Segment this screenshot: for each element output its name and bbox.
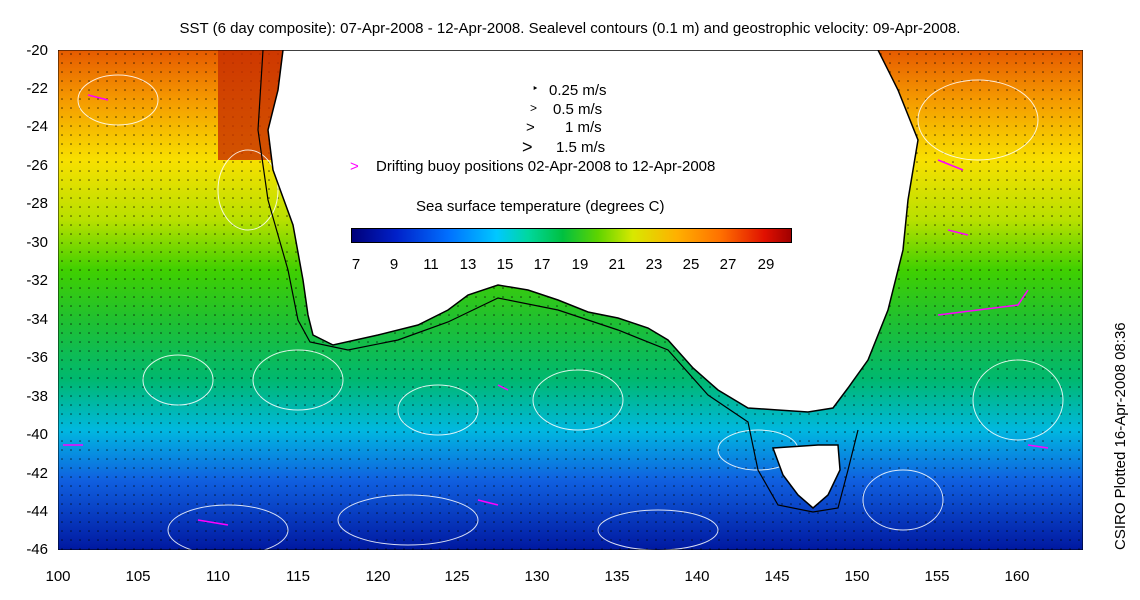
y-tick: -26 (26, 157, 48, 174)
y-tick: -20 (26, 42, 48, 59)
x-tick: 135 (604, 568, 630, 585)
arrow-icon: > (530, 101, 538, 115)
y-tick: -28 (26, 195, 48, 212)
y-tick: -40 (26, 426, 48, 443)
arrow-icon: > (526, 119, 535, 136)
colorbar-tick: 9 (389, 256, 399, 273)
colorbar-title: Sea surface temperature (degrees C) (416, 198, 665, 215)
x-tick: 155 (924, 568, 950, 585)
colorbar-tick: 21 (608, 256, 626, 273)
colorbar-tick: 11 (423, 256, 439, 273)
x-tick: 130 (524, 568, 550, 585)
y-tick: -36 (26, 349, 48, 366)
x-tick: 140 (684, 568, 710, 585)
velocity-label: 0.5 m/s (553, 101, 603, 118)
x-tick: 115 (286, 568, 310, 585)
y-tick: -42 (26, 465, 48, 482)
sealevel-contours (77, 74, 1064, 550)
y-tick: -24 (26, 118, 48, 135)
x-tick: 100 (45, 568, 71, 585)
colorbar-tick: 27 (719, 256, 737, 273)
y-tick: -46 (26, 541, 48, 558)
colorbar-tick: 29 (757, 256, 775, 273)
plot-credit: CSIRO Plotted 16-Apr-2008 08:36 (1112, 322, 1129, 550)
colorbar-tick: 15 (496, 256, 514, 273)
colorbar-tick: 13 (459, 256, 477, 273)
arrow-icon: ‣ (532, 83, 539, 95)
y-tick: -32 (26, 272, 48, 289)
shelf-edge (257, 50, 859, 513)
x-tick: 150 (844, 568, 870, 585)
velocity-label: 0.25 m/s (549, 82, 607, 99)
tasmania (771, 444, 841, 509)
colorbar (351, 228, 792, 243)
x-tick: 160 (1004, 568, 1030, 585)
y-tick: -44 (26, 503, 48, 520)
sst-map (58, 50, 1083, 550)
y-tick: -34 (26, 311, 48, 328)
x-tick: 145 (764, 568, 790, 585)
velocity-label: 1.5 m/s (556, 139, 606, 156)
colorbar-tick: 7 (351, 256, 361, 273)
drifting-buoy-tracks (63, 94, 1049, 526)
map-title: SST (6 day composite): 07-Apr-2008 - 12-… (179, 20, 961, 37)
y-tick: -30 (26, 234, 48, 251)
y-tick: -38 (26, 388, 48, 405)
velocity-label: 1 m/s (565, 119, 602, 136)
x-tick: 120 (365, 568, 391, 585)
buoy-marker-icon: > (350, 158, 359, 175)
colorbar-tick: 17 (533, 256, 551, 273)
x-tick: 105 (125, 568, 151, 585)
colorbar-tick: 25 (682, 256, 700, 273)
buoy-legend-label: Drifting buoy positions 02-Apr-2008 to 1… (376, 158, 716, 175)
x-tick: 125 (444, 568, 470, 585)
x-tick: 110 (206, 568, 230, 585)
y-tick: -22 (26, 80, 48, 97)
colorbar-tick: 19 (571, 256, 589, 273)
arrow-icon: > (522, 137, 533, 157)
colorbar-tick: 23 (645, 256, 663, 273)
